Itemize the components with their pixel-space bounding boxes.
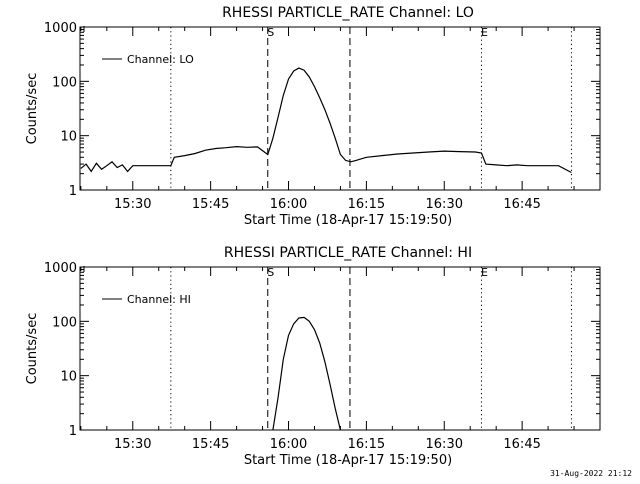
x-tick-label: 16:30 (426, 197, 463, 212)
chart-title: RHESSI PARTICLE_RATE Channel: HI (224, 245, 472, 261)
y-tick-label: 1 (69, 184, 77, 199)
x-tick-label: 16:30 (426, 437, 463, 452)
y-tick-label: 1000 (44, 261, 77, 276)
legend-label: Channel: HI (127, 293, 191, 306)
series-line (272, 316, 341, 430)
y-tick-label: 1 (69, 424, 77, 439)
x-tick-label: 15:45 (192, 437, 229, 452)
x-axis-label: Start Time (18-Apr-17 15:19:50) (244, 213, 452, 228)
y-tick-label: 1000 (44, 21, 77, 36)
x-axis-label: Start Time (18-Apr-17 15:19:50) (244, 453, 452, 468)
x-tick-label: 16:00 (270, 197, 307, 212)
marker-label: S (267, 26, 274, 39)
x-tick-label: 16:00 (270, 437, 307, 452)
marker-label: E (481, 26, 488, 39)
footer-timestamp: 31-Aug-2022 21:12 (550, 469, 632, 478)
marker-label: E (481, 266, 488, 279)
x-tick-label: 15:30 (114, 437, 151, 452)
x-tick-label: 15:30 (114, 197, 151, 212)
x-tick-label: 16:15 (348, 437, 385, 452)
plot-frame (79, 266, 601, 431)
y-tick-label: 10 (60, 370, 77, 385)
x-tick-label: 16:15 (348, 197, 385, 212)
y-axis-label: Counts/sec (25, 73, 40, 145)
y-tick-label: 100 (52, 315, 77, 330)
y-tick-label: 10 (60, 130, 77, 145)
y-tick-label: 100 (52, 75, 77, 90)
x-tick-label: 16:45 (503, 197, 540, 212)
x-tick-label: 15:45 (192, 197, 229, 212)
chart-panel-2: RHESSI PARTICLE_RATE Channel: HI 1 10 100 10… (25, 245, 601, 468)
chart-panel-1: RHESSI PARTICLE_RATE Channel: LO 1 10 100 10… (25, 5, 601, 228)
y-axis-label: Counts/sec (25, 313, 40, 385)
marker-label: S (267, 266, 274, 279)
chart-title: RHESSI PARTICLE_RATE Channel: LO (222, 5, 474, 21)
x-tick-label: 16:45 (503, 437, 540, 452)
legend-label: Channel: LO (127, 53, 194, 66)
series-line (80, 67, 572, 174)
